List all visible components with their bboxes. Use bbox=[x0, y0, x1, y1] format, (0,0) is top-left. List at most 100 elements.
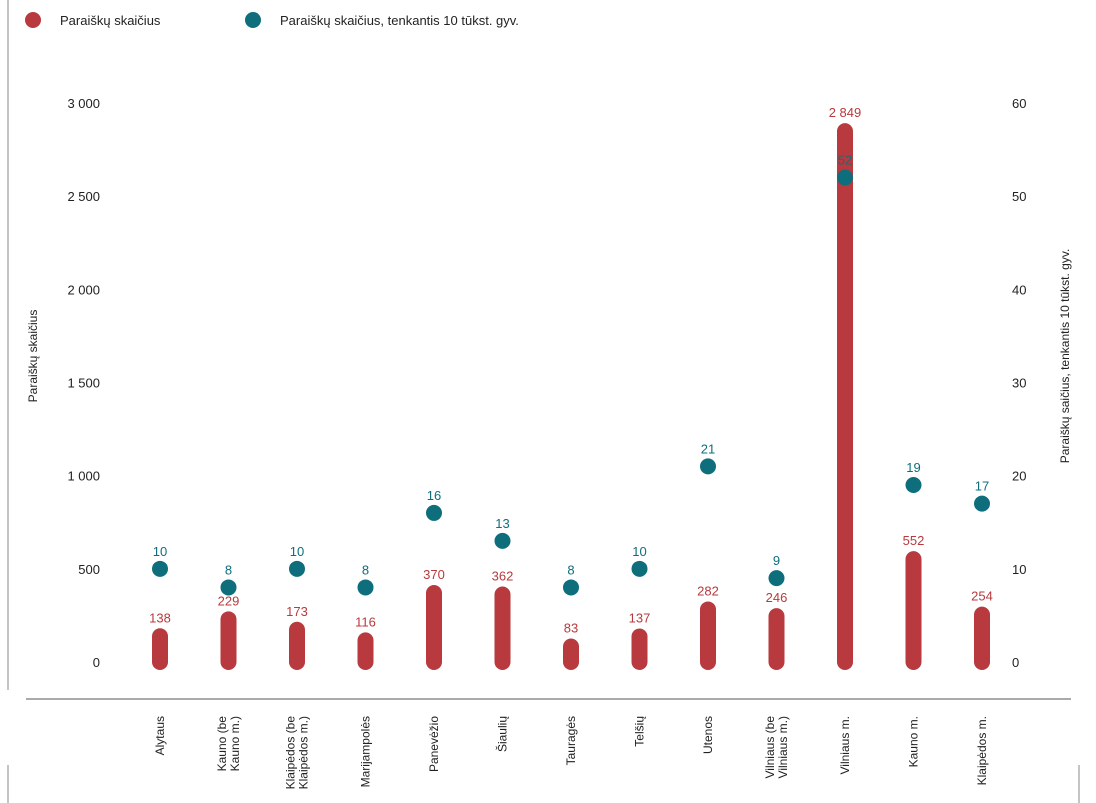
point-value-label: 17 bbox=[975, 479, 989, 494]
bar-value-label: 138 bbox=[149, 610, 171, 625]
point-value-label: 52 bbox=[838, 153, 852, 168]
point-value-label: 21 bbox=[701, 441, 715, 456]
category-label: Marijampolės bbox=[359, 716, 373, 787]
category-label-line: Kauno m. bbox=[907, 716, 921, 767]
bar bbox=[563, 638, 579, 670]
category-label-line: Klaipėdos (be bbox=[284, 716, 298, 790]
point-value-label: 9 bbox=[773, 553, 780, 568]
chart-marks: 0 500 1 000 1 500 2 000 2 500 3 000 0 10 20 30 40 50… bbox=[67, 96, 1026, 789]
legend-label-count: Paraiškų skaičius bbox=[60, 13, 161, 28]
category-label-line: Vilniaus (be bbox=[763, 716, 777, 779]
y-right-axis-title: Paraiškų saičius, tenkantis 10 tūkst. gy… bbox=[1058, 249, 1072, 464]
legend-marker-red bbox=[25, 12, 41, 28]
bar-value-label: 362 bbox=[492, 569, 514, 584]
category-label-line: Telšių bbox=[633, 716, 647, 747]
point-value-label: 10 bbox=[290, 544, 304, 559]
category-label: Alytaus bbox=[153, 716, 167, 755]
category-label-line: Tauragės bbox=[564, 716, 578, 765]
category-label-line: Vilniaus m.) bbox=[776, 716, 790, 778]
point bbox=[357, 579, 374, 596]
point bbox=[631, 560, 648, 577]
category-label-line: Kauno m.) bbox=[228, 716, 242, 771]
bar-value-label: 2 849 bbox=[829, 105, 862, 120]
category-label: Vilniaus m. bbox=[838, 716, 852, 774]
bar-value-label: 254 bbox=[971, 589, 993, 604]
legend: Paraiškų skaičius Paraiškų skaičius, ten… bbox=[25, 12, 519, 28]
bar bbox=[631, 628, 648, 670]
bar-value-label: 83 bbox=[564, 621, 578, 636]
y-left-tick-label: 1 500 bbox=[67, 376, 100, 391]
point-value-label: 19 bbox=[906, 460, 920, 475]
category-label: Utenos bbox=[701, 716, 715, 754]
category-label-line: Marijampolės bbox=[359, 716, 373, 787]
category-label: Panevėžio bbox=[427, 716, 441, 772]
y-left-tick-label: 2 000 bbox=[67, 282, 100, 297]
bar-value-label: 370 bbox=[423, 567, 445, 582]
point-value-label: 10 bbox=[153, 544, 167, 559]
category-label: Telšių bbox=[633, 716, 647, 747]
category-label: Tauragės bbox=[564, 716, 578, 765]
point-value-label: 13 bbox=[495, 516, 509, 531]
category-label: Kauno m. bbox=[907, 716, 921, 767]
category-label: Klaipėdos (be Klaipėdos m.) bbox=[284, 716, 311, 790]
y-right-tick-label: 30 bbox=[1012, 376, 1026, 391]
point bbox=[974, 495, 990, 512]
y-right-tick-label: 40 bbox=[1012, 282, 1026, 297]
bar bbox=[768, 608, 785, 670]
y-right-tick-label: 0 bbox=[1012, 655, 1019, 670]
bar-value-label: 246 bbox=[766, 590, 788, 605]
bar-value-label: 552 bbox=[903, 533, 925, 548]
y-left-tick-label: 2 500 bbox=[67, 189, 100, 204]
point bbox=[152, 560, 168, 577]
point bbox=[220, 579, 237, 596]
point-value-label: 16 bbox=[427, 488, 441, 503]
y-left-tick-label: 1 000 bbox=[67, 469, 100, 484]
category-label: Kauno (be Kauno m.) bbox=[215, 716, 242, 772]
point-value-label: 8 bbox=[362, 562, 369, 577]
bar bbox=[357, 632, 374, 670]
point bbox=[768, 570, 785, 587]
category-label-line: Šiaulių bbox=[495, 716, 510, 752]
bar bbox=[220, 611, 237, 670]
category-label-line: Klaipėdos m. bbox=[975, 716, 989, 785]
category-label: Klaipėdos m. bbox=[975, 716, 989, 785]
category-label-line: Kauno (be bbox=[215, 716, 229, 772]
bar bbox=[152, 628, 168, 670]
point bbox=[426, 504, 442, 521]
point bbox=[563, 579, 579, 596]
bar bbox=[837, 123, 853, 670]
category-label-line: Vilniaus m. bbox=[838, 716, 852, 774]
bar bbox=[700, 601, 716, 670]
bar bbox=[905, 551, 922, 670]
point bbox=[700, 458, 716, 475]
bar-value-label: 116 bbox=[355, 614, 376, 629]
category-label-line: Panevėžio bbox=[427, 716, 441, 772]
bar bbox=[974, 606, 990, 670]
y-right-tick-label: 50 bbox=[1012, 189, 1026, 204]
point bbox=[289, 560, 305, 577]
bar-value-label: 229 bbox=[218, 593, 240, 608]
category-label: Šiaulių bbox=[495, 716, 510, 752]
y-right-tick-label: 60 bbox=[1012, 96, 1026, 111]
bar-value-label: 137 bbox=[629, 610, 651, 625]
point-value-label: 8 bbox=[225, 562, 232, 577]
y-right-tick-label: 20 bbox=[1012, 469, 1026, 484]
bar bbox=[494, 586, 511, 670]
point-value-label: 8 bbox=[567, 562, 574, 577]
bar bbox=[426, 585, 442, 670]
legend-label-per-10k: Paraiškų skaičius, tenkantis 10 tūkst. g… bbox=[280, 13, 519, 28]
bar-value-label: 282 bbox=[697, 583, 719, 598]
category-label-line: Utenos bbox=[701, 716, 715, 754]
point bbox=[905, 476, 922, 493]
y-right-tick-label: 10 bbox=[1012, 562, 1026, 577]
y-left-axis-title: Paraiškų skaičius bbox=[26, 310, 40, 403]
bar-value-label: 173 bbox=[286, 604, 308, 619]
point bbox=[837, 169, 853, 186]
category-label-line: Klaipėdos m.) bbox=[297, 716, 311, 789]
bar bbox=[289, 621, 305, 670]
point bbox=[494, 532, 511, 549]
category-label-line: Alytaus bbox=[153, 716, 167, 755]
y-left-tick-label: 0 bbox=[93, 655, 100, 670]
category-label: Vilniaus (be Vilniaus m.) bbox=[763, 716, 790, 779]
